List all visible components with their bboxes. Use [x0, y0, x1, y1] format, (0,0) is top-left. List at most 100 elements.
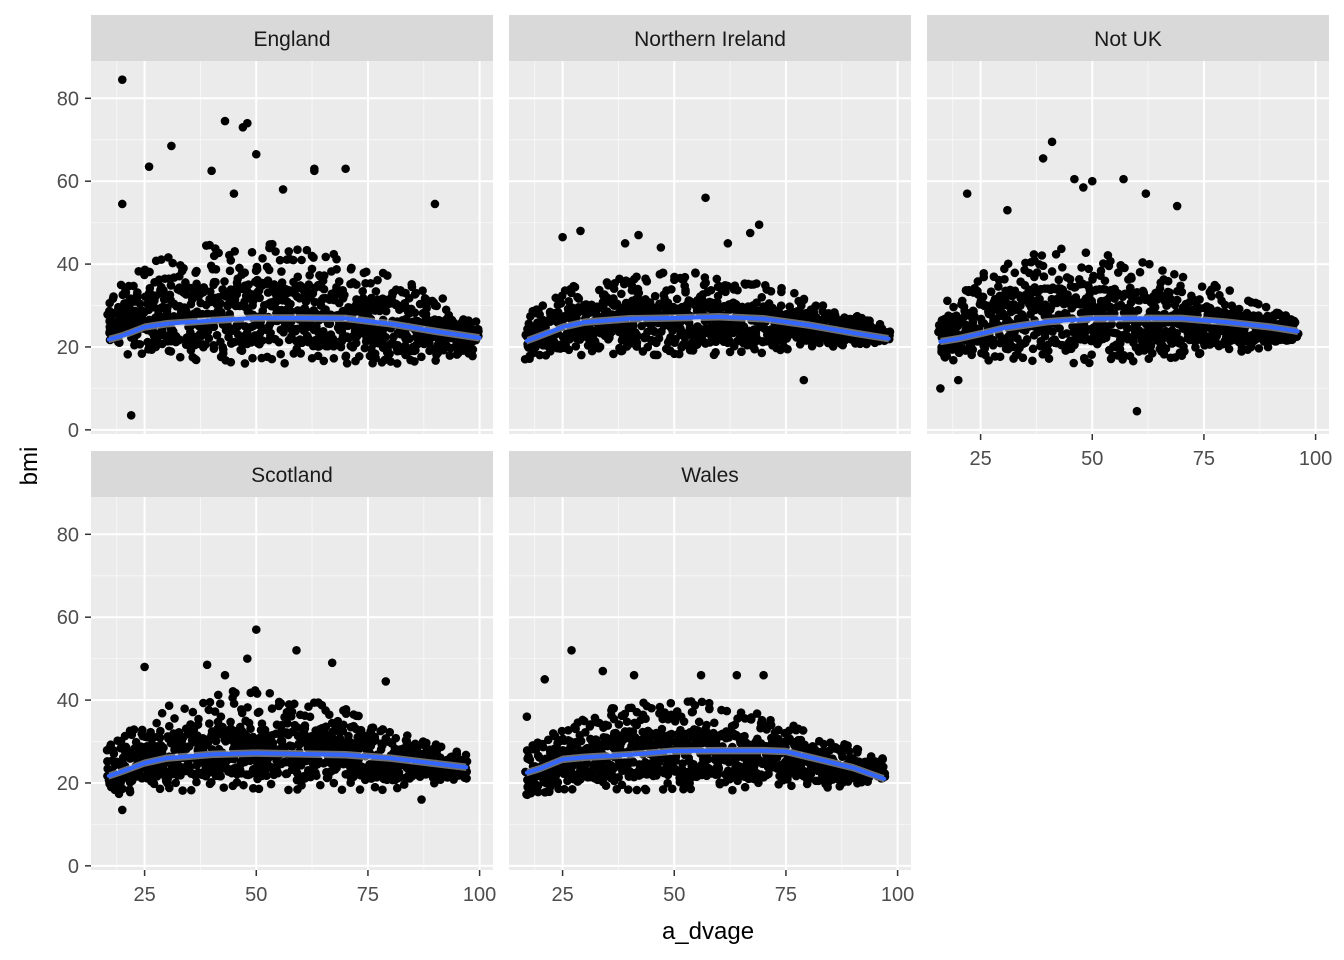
data-point — [410, 308, 420, 318]
data-point — [209, 344, 219, 353]
data-point — [366, 279, 375, 288]
data-point — [152, 718, 161, 728]
data-point — [1162, 301, 1172, 310]
data-point — [258, 336, 267, 345]
data-point — [410, 357, 419, 366]
data-point — [166, 281, 176, 290]
data-point — [995, 352, 1005, 362]
data-point — [609, 349, 618, 359]
data-point — [179, 263, 188, 273]
data-point — [571, 342, 581, 351]
data-point — [362, 267, 371, 277]
data-point — [180, 704, 189, 713]
data-point — [811, 301, 821, 310]
data-point — [701, 193, 710, 203]
data-point — [288, 255, 298, 265]
data-point — [109, 292, 118, 301]
data-point — [355, 785, 365, 794]
data-point — [1172, 295, 1181, 305]
data-point — [777, 287, 786, 297]
x-tick-label: 75 — [357, 884, 379, 906]
data-point — [125, 787, 135, 797]
y-tick-label: 20 — [57, 773, 79, 795]
data-point — [166, 347, 176, 356]
data-point — [1138, 258, 1147, 267]
data-point — [210, 707, 220, 716]
data-point — [1155, 283, 1165, 293]
data-point — [653, 350, 662, 360]
data-point — [574, 294, 584, 303]
data-point — [430, 199, 440, 209]
data-point — [936, 384, 945, 393]
data-point — [159, 285, 168, 295]
data-point — [1132, 406, 1142, 416]
data-point — [338, 292, 348, 302]
data-point — [776, 301, 786, 311]
panel-background — [509, 61, 911, 434]
data-point — [135, 299, 145, 308]
data-point — [422, 303, 431, 313]
data-point — [277, 267, 286, 276]
data-point — [385, 349, 394, 359]
data-point — [307, 264, 317, 274]
data-point — [609, 284, 619, 294]
data-point — [329, 778, 339, 788]
data-point — [1177, 287, 1187, 297]
data-point — [576, 226, 585, 236]
data-point — [986, 287, 996, 296]
data-point — [692, 340, 702, 349]
data-point — [297, 780, 306, 790]
data-point — [728, 785, 737, 795]
data-point — [966, 343, 976, 352]
data-point — [295, 335, 305, 344]
data-point — [258, 254, 267, 263]
data-point — [243, 654, 252, 663]
data-point — [1120, 263, 1129, 273]
data-point — [129, 725, 139, 734]
data-point — [402, 333, 412, 343]
y-tick-label: 40 — [57, 254, 79, 276]
data-point — [1138, 286, 1148, 296]
data-point — [560, 784, 569, 794]
data-point — [417, 352, 426, 362]
data-point — [432, 350, 441, 360]
data-point — [1141, 189, 1151, 198]
data-point — [1220, 300, 1230, 310]
data-point — [319, 284, 329, 294]
data-point — [576, 736, 586, 746]
data-point — [1035, 294, 1044, 304]
data-point — [310, 166, 319, 176]
data-point — [567, 784, 577, 794]
smooth-line — [106, 315, 482, 342]
data-point — [1161, 344, 1171, 353]
data-point — [1010, 268, 1020, 278]
data-point — [666, 698, 676, 708]
data-point — [155, 733, 165, 743]
data-point — [968, 306, 978, 316]
facet-strip — [509, 15, 911, 61]
x-tick-label: 100 — [463, 884, 496, 906]
data-point — [318, 276, 328, 286]
data-point — [164, 701, 174, 710]
data-point — [120, 287, 130, 297]
data-point — [1135, 267, 1145, 277]
data-point — [1225, 286, 1235, 295]
data-point — [757, 348, 767, 358]
data-point — [274, 337, 284, 347]
data-point — [123, 350, 133, 359]
data-point — [790, 288, 799, 298]
data-point — [1126, 283, 1135, 293]
data-point — [1292, 332, 1302, 341]
data-point — [1115, 320, 1125, 330]
data-point — [1044, 354, 1054, 363]
data-point — [1234, 304, 1244, 314]
data-point — [1100, 276, 1110, 286]
data-point — [232, 778, 242, 787]
data-point — [248, 295, 257, 305]
panel-background — [91, 497, 493, 870]
data-point — [1022, 334, 1032, 344]
data-point — [348, 772, 358, 781]
facet-panel: Northern Ireland — [509, 15, 911, 434]
data-point — [595, 342, 605, 352]
